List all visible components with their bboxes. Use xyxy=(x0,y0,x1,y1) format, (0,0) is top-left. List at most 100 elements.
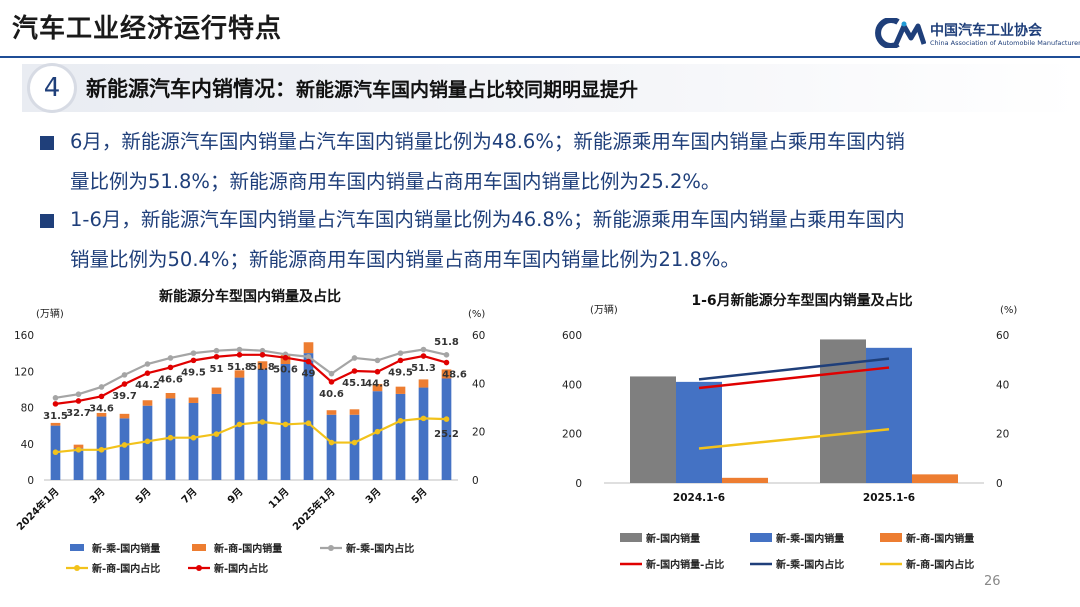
line-commercial-share-point xyxy=(75,446,82,453)
x-tick-label: 3月 xyxy=(87,486,107,506)
bar-passenger-sales xyxy=(441,378,452,480)
data-label-total-share: 49.5 xyxy=(181,367,206,378)
legend-swatch xyxy=(70,544,84,551)
line-commercial-share-point xyxy=(167,434,174,441)
bar-total-sales xyxy=(630,376,676,483)
line-passenger-share-point xyxy=(397,350,404,356)
x-tick-label: 7月 xyxy=(179,486,199,506)
bar-commercial-sales xyxy=(349,409,360,415)
y2-axis-label: (%) xyxy=(468,309,485,320)
bar-passenger-sales xyxy=(349,414,360,480)
bullet-1-line-2: 量比例为51.8%；新能源商用车国内销量占商用车国内销量比例为25.2%。 xyxy=(70,170,721,193)
line-total-share-point xyxy=(236,352,243,358)
line-passenger-share-point xyxy=(167,355,174,361)
line-passenger-share-point xyxy=(75,391,82,398)
legend-swatch-marker xyxy=(328,545,334,551)
data-label-total-share: 44.2 xyxy=(135,380,160,391)
line-total-share-point xyxy=(328,379,335,385)
legend-swatch-marker xyxy=(74,565,80,571)
line-passenger-share-point xyxy=(121,372,128,378)
bullet-text-2: 1-6月，新能源汽车国内销量占汽车国内销量比例为46.8%；新能源乘用车国内销量… xyxy=(70,200,1060,280)
monthly-sales-chart: 新能源分车型国内销量及占比 (万辆) (%) 0 40 80 120 160 0 20 40 60 31… xyxy=(14,288,486,575)
bar-commercial-sales xyxy=(188,397,199,403)
bar-commercial-sales xyxy=(372,383,383,392)
line-commercial-share-point xyxy=(190,434,197,441)
line-total-share xyxy=(55,353,447,405)
data-label-total-share: 51.3 xyxy=(411,363,436,374)
data-label-passenger-share: 51.8 xyxy=(434,337,459,348)
bar-commercial-sales xyxy=(119,413,130,419)
chart-title: 新能源分车型国内销量及占比 xyxy=(159,288,341,305)
bar-commercial-sales xyxy=(211,387,222,394)
x-tick-label: 5月 xyxy=(133,486,153,506)
line-passenger-share-point xyxy=(420,346,427,353)
caam-logo-icon xyxy=(875,18,926,48)
legend-label: 新-国内销量-占比 xyxy=(646,558,724,571)
data-label-total-share: 44.8 xyxy=(365,379,390,390)
bar-passenger-sales xyxy=(676,381,722,483)
y-tick-label: 0 xyxy=(575,478,582,490)
line-passenger-share-point xyxy=(305,353,312,360)
bar-commercial-sales xyxy=(912,474,958,483)
x-tick-label: 2025年1月 xyxy=(290,485,338,533)
line-commercial-share-point xyxy=(98,446,105,453)
line-total-share-point xyxy=(351,368,358,374)
section-title-main: 新能源汽车内销情况： xyxy=(86,77,296,101)
line-passenger-share-point xyxy=(98,384,105,390)
x-tick-label: 5月 xyxy=(409,486,429,506)
line-total-share-point xyxy=(52,401,59,407)
line-total-share-point xyxy=(167,364,174,371)
y-tick-label: 200 xyxy=(562,429,582,441)
y2-axis-label: (%) xyxy=(1000,305,1017,316)
h1-sales-chart: 1-6月新能源分车型国内销量及占比 (万辆) (%) 0 200 400 600 0 20 40 6… xyxy=(562,292,1017,571)
bar-passenger-sales xyxy=(234,377,245,480)
data-label-total-share: 39.7 xyxy=(112,391,137,402)
line-commercial-share-point xyxy=(236,421,243,428)
line-commercial-share-point xyxy=(397,417,404,424)
y-tick-label: 80 xyxy=(21,403,34,415)
bar-commercial-sales xyxy=(96,412,107,417)
line-total-share-point xyxy=(374,368,381,375)
line-commercial-share-point xyxy=(259,419,266,425)
bullet-square-icon xyxy=(40,214,54,228)
legend-swatch xyxy=(192,544,206,551)
line-total-share-point xyxy=(75,398,82,404)
line-commercial-share-point xyxy=(443,416,450,422)
line-passenger-share-point xyxy=(213,347,220,354)
bar-commercial-sales xyxy=(73,444,84,449)
data-label-total-share: 51.8 xyxy=(250,362,275,373)
org-name-en: China Association of Automobile Manufact… xyxy=(930,39,1080,47)
legend-label: 新-乘-国内销量 xyxy=(92,542,160,555)
line-commercial-share-point xyxy=(374,428,381,435)
bullet-text-1: 6月，新能源汽车国内销量占汽车国内销量比例为48.6%；新能源乘用车国内销量占乘… xyxy=(70,122,1060,202)
data-label-total-share: 50.6 xyxy=(273,365,298,376)
x-tick-label: 11月 xyxy=(266,486,291,511)
bar-commercial-sales xyxy=(234,370,245,378)
y-axis-label: (万辆) xyxy=(36,307,64,320)
y2-tick-label: 40 xyxy=(472,378,485,390)
line-commercial-share-point xyxy=(420,415,427,422)
bullet-1-line-1: 6月，新能源汽车国内销量占汽车国内销量比例为48.6%；新能源乘用车国内销量占乘… xyxy=(70,130,905,153)
line-commercial-share-point xyxy=(328,439,335,446)
data-label-commercial-share: 25.2 xyxy=(434,429,459,440)
x-tick-label: 2025.1-6 xyxy=(863,492,915,504)
data-label-total-share: 40.6 xyxy=(319,389,344,400)
bullet-2-line-2: 销量比例为50.4%；新能源商用车国内销量占商用车国内销量比例为21.8%。 xyxy=(70,248,740,271)
data-label-total-share: 51 xyxy=(210,364,224,375)
data-label-total-share: 51.8 xyxy=(227,362,252,373)
line-passenger-share-point xyxy=(443,352,450,358)
line-total-share-point xyxy=(259,352,266,358)
y-tick-label: 120 xyxy=(14,366,34,378)
line-commercial-share-point xyxy=(351,439,358,446)
bar-commercial-sales xyxy=(722,477,768,483)
bar-passenger-sales xyxy=(73,448,84,480)
legend-label: 新-商-国内占比 xyxy=(906,558,974,571)
y2-tick-label: 20 xyxy=(996,429,1009,441)
bullet-2-line-1: 1-6月，新能源汽车国内销量占汽车国内销量比例为46.8%；新能源乘用车国内销量… xyxy=(70,208,905,231)
legend-label: 新-商-国内销量 xyxy=(906,532,974,545)
line-commercial-share-point xyxy=(305,420,312,427)
x-tick-label: 2024.1-6 xyxy=(673,492,725,504)
bar-passenger-sales xyxy=(372,391,383,480)
y-tick-label: 40 xyxy=(21,439,34,451)
section-title: 新能源汽车内销情况：新能源汽车国内销量占比较同期明显提升 xyxy=(86,73,638,103)
